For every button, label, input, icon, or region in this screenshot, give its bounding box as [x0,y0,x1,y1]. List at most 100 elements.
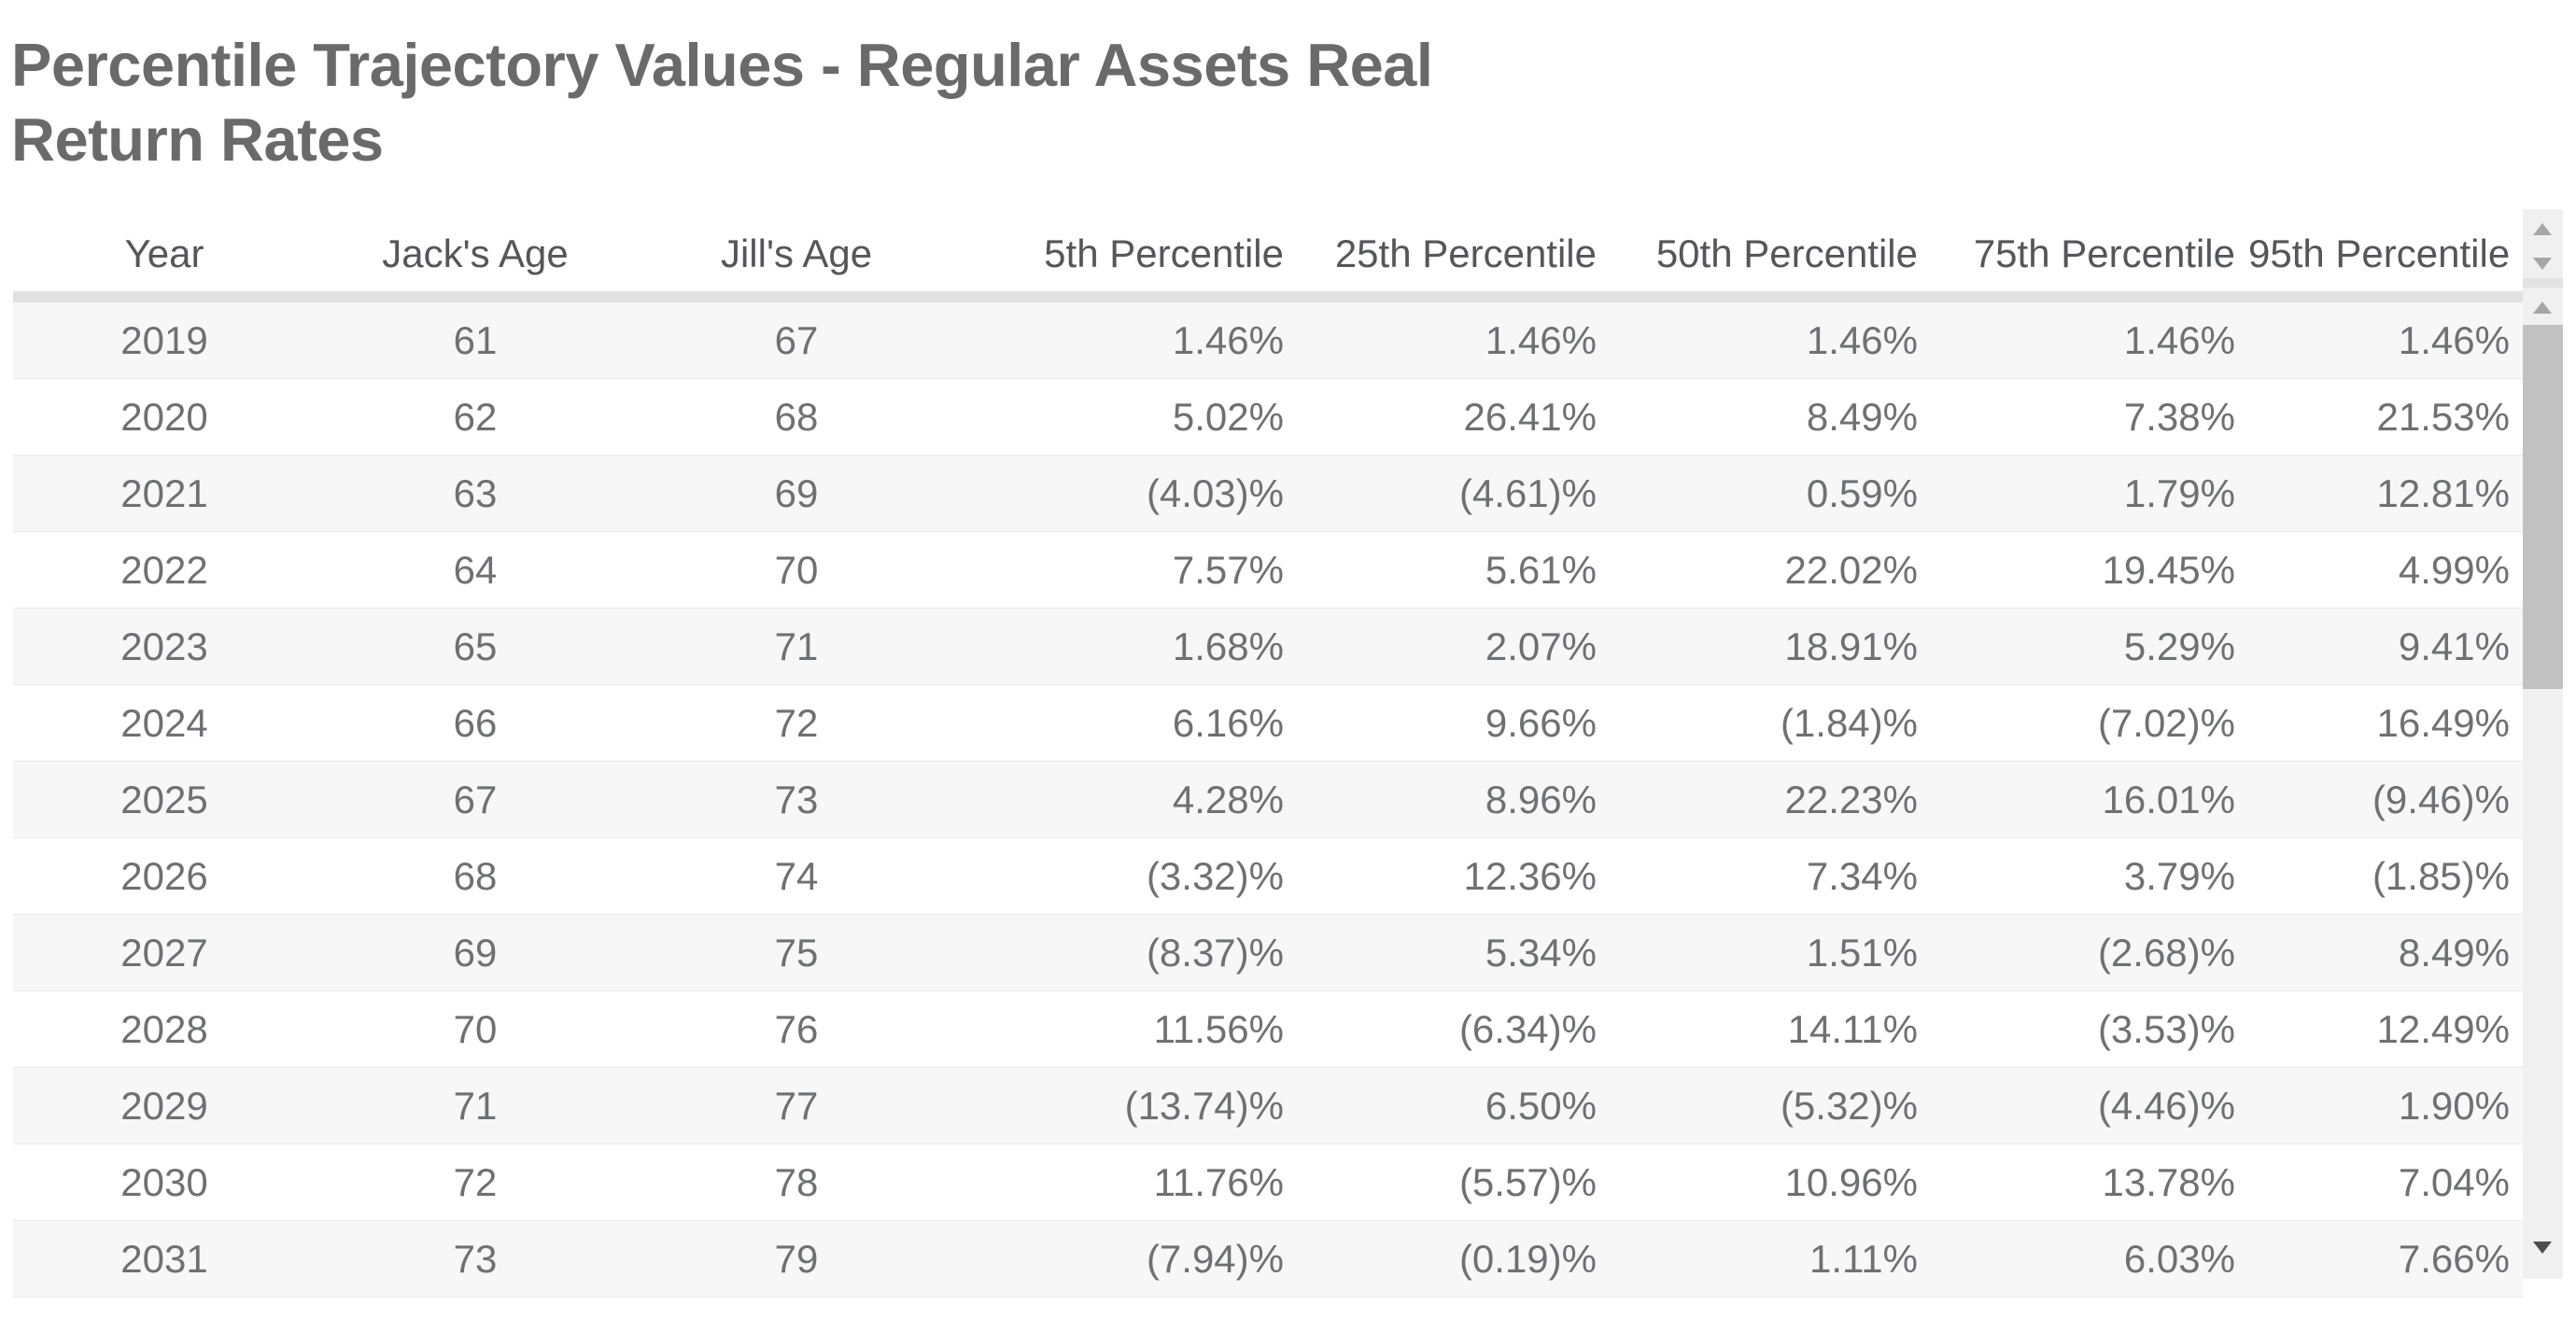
table-cell: 1.68% [971,608,1297,685]
column-header-jills-age: Jill's Age [635,194,971,302]
table-cell: (3.53)% [1931,990,2248,1068]
table-cell: (1.85)% [2248,837,2523,915]
table-cell: 61 [329,297,635,379]
table-cell: 62 [329,378,635,456]
table-cell: 74 [635,837,971,915]
table-cell: 6.03% [1931,1220,2248,1298]
table-cell: 21.53% [2248,378,2523,456]
scroll-up-icon[interactable] [2533,223,2552,235]
table-cell: 1.79% [1931,455,2248,532]
table-cell: 8.96% [1297,761,1610,838]
table-cell: 6.50% [1297,1067,1610,1144]
column-header-95th-percentile: 95th Percentile [2248,194,2523,302]
table-cell: (4.46)% [1931,1067,2248,1144]
table-cell: 5.61% [1297,531,1610,609]
table-cell: (5.32)% [1610,1067,1931,1144]
table-cell: 1.90% [2248,1067,2523,1144]
table-cell: 65 [329,608,635,685]
table-cell: 72 [635,684,971,762]
table-cell: 1.46% [971,297,1297,379]
table-cell: 2019 [13,297,329,379]
table-cell: 66 [329,684,635,762]
table-cell: 12.81% [2248,455,2523,532]
table-cell: 10.96% [1610,1144,1931,1221]
table-cell: 9.66% [1297,684,1610,762]
table-cell: 79 [635,1220,971,1298]
table-cell: 26.41% [1297,378,1610,456]
table-row: 2030 72 78 11.76% (5.57)% 10.96% 13.78% 7.04% [13,1144,2523,1221]
table-cell: 5.34% [1297,914,1610,991]
percentile-table: Year Jack's Age Jill's Age 5th Percentil… [13,194,2523,1298]
table-row: 2031 73 79 (7.94)% (0.19)% 1.11% 6.03% 7.66% [13,1220,2523,1298]
table-cell: 5.29% [1931,608,2248,685]
table-cell: 7.57% [971,531,1297,609]
table-cell: 18.91% [1610,608,1931,685]
table-cell: 16.49% [2248,684,2523,762]
table-cell: 8.49% [2248,914,2523,991]
table-cell: 76 [635,990,971,1068]
table-cell: 63 [329,455,635,532]
table-cell: 2025 [13,761,329,838]
page-title-line-1: Percentile Trajectory Values - Regular A… [11,31,1433,99]
scrollbar-thumb[interactable] [2523,325,2563,689]
page-title-line-2: Return Rates [11,105,384,174]
scroll-down-icon[interactable] [2533,1242,2552,1254]
table-cell: 19.45% [1931,531,2248,609]
table-cell: 2031 [13,1220,329,1298]
table-cell: 1.46% [2248,297,2523,379]
table-cell: 2.07% [1297,608,1610,685]
table-cell: 11.56% [971,990,1297,1068]
table-cell: 2020 [13,378,329,456]
table-cell: (4.03)% [971,455,1297,532]
table-cell: 1.46% [1610,297,1931,379]
table-row: 2028 70 76 11.56% (6.34)% 14.11% (3.53)% 12.49% [13,990,2523,1068]
percentile-table-container: Year Jack's Age Jill's Age 5th Percentil… [13,194,2523,1298]
table-cell: (7.02)% [1931,684,2248,762]
table-header: Year Jack's Age Jill's Age 5th Percentil… [13,194,2523,302]
table-cell: (4.61)% [1297,455,1610,532]
column-header-50th-percentile: 50th Percentile [1610,194,1931,302]
column-header-25th-percentile: 25th Percentile [1297,194,1610,302]
table-cell: (7.94)% [971,1220,1297,1298]
table-cell: (2.68)% [1931,914,2248,991]
table-row: 2022 64 70 7.57% 5.61% 22.02% 19.45% 4.99% [13,531,2523,609]
table-row: 2021 63 69 (4.03)% (4.61)% 0.59% 1.79% 12.81% [13,455,2523,532]
scroll-down-icon[interactable] [2533,258,2552,270]
table-cell: 13.78% [1931,1144,2248,1221]
scrollbar-divider [2523,278,2563,288]
table-cell: (3.32)% [971,837,1297,915]
table-cell: 64 [329,531,635,609]
page-title: Percentile Trajectory Values - Regular A… [11,28,1433,177]
table-cell: (0.19)% [1297,1220,1610,1298]
table-cell: 8.49% [1610,378,1931,456]
table-cell: 12.36% [1297,837,1610,915]
table-cell: 69 [635,455,971,532]
table-cell: 77 [635,1067,971,1144]
table-cell: 71 [635,608,971,685]
table-cell: (13.74)% [971,1067,1297,1144]
table-cell: 70 [329,990,635,1068]
vertical-scrollbar[interactable] [2523,209,2563,1279]
table-body: 2019 61 67 1.46% 1.46% 1.46% 1.46% 1.46% 2020 62 6… [13,297,2523,1298]
table-row: 2024 66 72 6.16% 9.66% (1.84)% (7.02)% 16.49% [13,684,2523,762]
table-cell: 71 [329,1067,635,1144]
table-cell: 68 [329,837,635,915]
scroll-up-icon[interactable] [2533,302,2552,314]
table-cell: 16.01% [1931,761,2248,838]
column-header-jacks-age: Jack's Age [329,194,635,302]
table-row: 2026 68 74 (3.32)% 12.36% 7.34% 3.79% (1.85)% [13,837,2523,915]
column-header-5th-percentile: 5th Percentile [971,194,1297,302]
table-cell: (1.84)% [1610,684,1931,762]
table-cell: 2023 [13,608,329,685]
table-cell: 4.99% [2248,531,2523,609]
table-cell: 2030 [13,1144,329,1221]
table-cell: 6.16% [971,684,1297,762]
table-cell: 4.28% [971,761,1297,838]
table-cell: 11.76% [971,1144,1297,1221]
table-cell: 67 [329,761,635,838]
table-cell: 5.02% [971,378,1297,456]
table-cell: 2022 [13,531,329,609]
table-cell: 7.38% [1931,378,2248,456]
table-cell: 22.23% [1610,761,1931,838]
